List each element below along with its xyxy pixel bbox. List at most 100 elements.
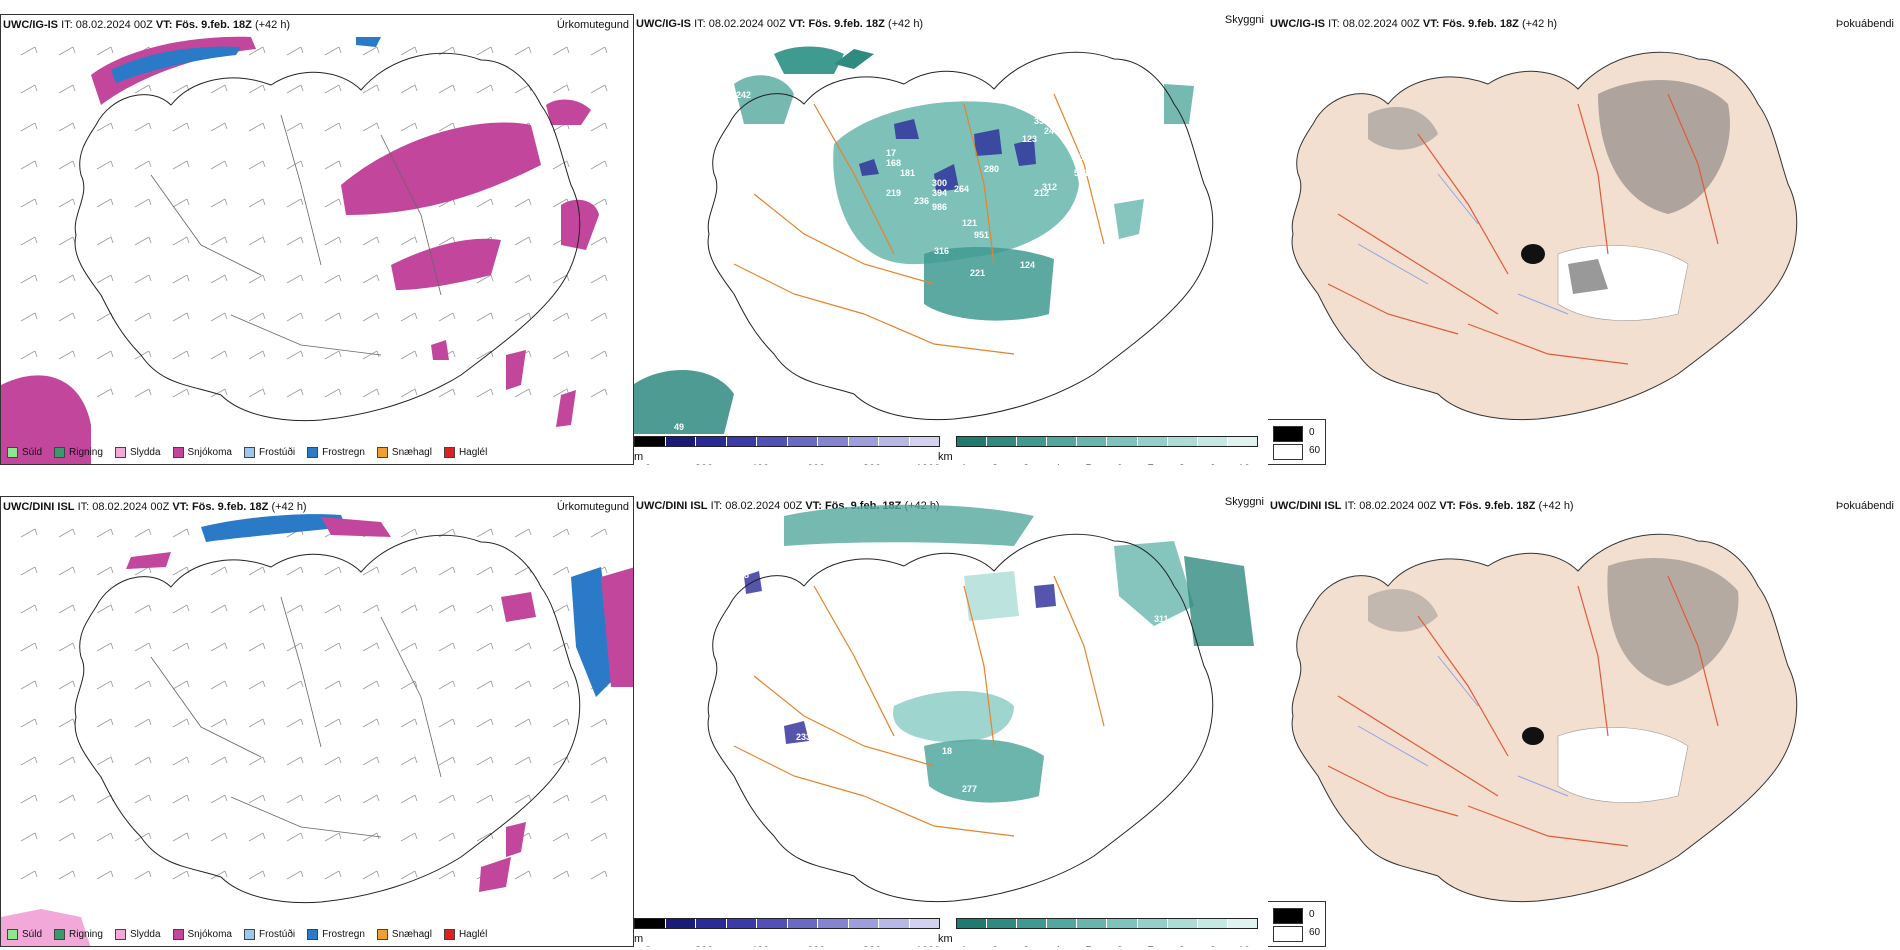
colorbar-segment	[665, 919, 696, 928]
wind-barb-flag	[186, 388, 190, 396]
wind-barb	[324, 46, 340, 56]
wind-barb	[286, 756, 302, 766]
colorbar-segment	[987, 919, 1018, 928]
wind-barb-flag	[34, 350, 38, 358]
wind-barb	[286, 160, 302, 170]
wind-barb-flag	[604, 122, 608, 130]
wind-barb	[96, 680, 112, 690]
wind-barb-flag	[338, 718, 342, 726]
wind-barb	[58, 350, 74, 360]
wind-barb	[324, 642, 340, 652]
wind-barb	[362, 756, 378, 766]
legend-item: Haglél	[443, 447, 487, 458]
wind-barb	[552, 350, 568, 360]
wind-barb	[324, 756, 340, 766]
wind-barb-flag	[186, 794, 190, 802]
wind-barb	[400, 832, 416, 842]
visibility-value-label: 316	[934, 246, 949, 256]
wind-barb-flag	[566, 46, 570, 54]
wind-barb-flag	[376, 312, 380, 320]
visibility-value-label: 124	[1020, 260, 1035, 270]
wind-barb-flag	[72, 756, 76, 764]
wind-barb-flag	[490, 604, 494, 612]
wind-barb	[96, 274, 112, 284]
wind-barb-flag	[72, 122, 76, 130]
wind-barb	[400, 756, 416, 766]
wind-barb-flag	[224, 84, 228, 92]
wind-barb-flag	[376, 756, 380, 764]
wind-barb-flag	[490, 680, 494, 688]
fog-index-legend: 0 60	[1268, 419, 1326, 465]
wind-barb	[96, 160, 112, 170]
wind-barb-flag	[186, 160, 190, 168]
wind-barb	[552, 680, 568, 690]
wind-barb	[476, 198, 492, 208]
wind-barb	[552, 870, 568, 880]
legend-item: Snjókoma	[172, 929, 232, 940]
wind-barb-flag	[490, 794, 494, 802]
wind-barb-flag	[566, 756, 570, 764]
wind-barb-flag	[186, 350, 190, 358]
wind-barb-flag	[338, 350, 342, 358]
wind-barb	[210, 388, 226, 398]
wind-barb	[476, 604, 492, 614]
wind-barb-flag	[34, 718, 38, 726]
wind-barb-flag	[414, 642, 418, 650]
wind-barb-flag	[376, 350, 380, 358]
wind-barb	[96, 794, 112, 804]
wind-barb-flag	[528, 794, 532, 802]
colorbar-tick: 1000	[916, 463, 940, 465]
wind-barb	[248, 718, 264, 728]
wind-barb	[20, 122, 36, 132]
wind-barb	[590, 794, 606, 804]
wind-barb-flag	[110, 870, 114, 878]
wind-barb-flag	[376, 680, 380, 688]
colorbar-segment	[818, 437, 849, 446]
wind-barb-flag	[186, 198, 190, 206]
wind-barb	[514, 528, 530, 538]
colorbar-tick: 3	[1023, 463, 1029, 465]
wind-barb	[400, 718, 416, 728]
wind-barb	[362, 122, 378, 132]
wind-barb-flag	[376, 642, 380, 650]
wind-barb	[172, 198, 188, 208]
wind-barb	[172, 870, 188, 880]
wind-barb-flag	[148, 566, 152, 574]
wind-barb	[134, 236, 150, 246]
wind-barb-flag	[186, 528, 190, 536]
colorbar-segment	[726, 437, 757, 446]
wind-barb-flag	[72, 794, 76, 802]
wind-barb	[552, 46, 568, 56]
colorbar-segment	[696, 919, 727, 928]
wind-barb	[476, 642, 492, 652]
wind-barb	[324, 198, 340, 208]
wind-barb-flag	[300, 350, 304, 358]
wind-barb-flag	[148, 160, 152, 168]
colorbar-tick: 200	[695, 945, 713, 947]
wind-barb-flag	[186, 312, 190, 320]
wind-barb	[286, 198, 302, 208]
colorbar-segment	[1107, 437, 1138, 446]
colorbar-tick: 9	[1210, 463, 1216, 465]
colorbar-tick: 4	[1054, 945, 1060, 947]
wind-barb-flag	[262, 794, 266, 802]
wind-barb	[286, 718, 302, 728]
wind-barb-flag	[528, 832, 532, 840]
colorbar-tick: 8	[1179, 463, 1185, 465]
panel-title: UWC/IG-IS IT: 08.02.2024 00Z VT: Fös. 9.…	[1270, 18, 1558, 30]
wind-barb	[514, 312, 530, 322]
wind-barb-flag	[566, 274, 570, 282]
wind-barb	[552, 198, 568, 208]
visibility-value-label: 105	[996, 336, 1011, 346]
legend-swatch	[307, 447, 319, 458]
wind-barb	[58, 566, 74, 576]
wind-barb-flag	[72, 350, 76, 358]
wind-barb	[438, 122, 454, 132]
vis-m-unit: m	[634, 451, 644, 463]
wind-barb	[134, 642, 150, 652]
wind-barb-flag	[148, 794, 152, 802]
colorbar-segment	[879, 919, 910, 928]
wind-barb	[172, 642, 188, 652]
colorbar-segment	[696, 437, 727, 446]
wind-barb	[590, 832, 606, 842]
